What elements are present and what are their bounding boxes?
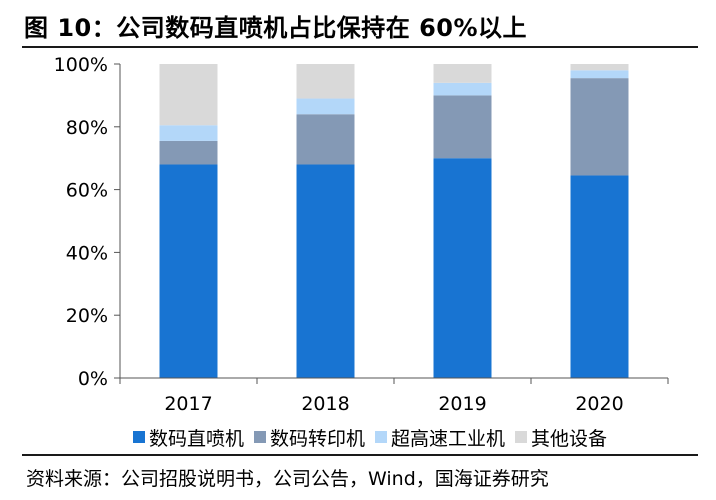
bar-2018-series-2 — [296, 98, 355, 115]
legend-item: 数码直喷机 — [132, 424, 244, 451]
source-note-bar: 资料来源：公司招股说明书，公司公告，Wind，国海证券研究 — [22, 454, 698, 500]
legend-item: 其他设备 — [515, 424, 607, 451]
bar-2020-series-0 — [570, 175, 629, 378]
bar-2020-series-1 — [570, 78, 629, 176]
chart-title: 图 10：公司数码直喷机占比保持在 60%以上 — [24, 14, 528, 42]
bar-2019-series-1 — [433, 95, 492, 159]
bar-2017-series-0 — [159, 164, 218, 378]
x-tick-label: 2017 — [164, 393, 212, 415]
bar-2017-series-2 — [159, 125, 218, 141]
y-tick-label: 0% — [78, 368, 108, 390]
source-note: 资料来源：公司招股说明书，公司公告，Wind，国海证券研究 — [26, 468, 549, 490]
legend-swatch — [132, 431, 145, 443]
legend-item: 超高速工业机 — [375, 424, 505, 451]
legend-label: 数码直喷机 — [148, 427, 244, 450]
y-tick-label: 80% — [66, 117, 108, 139]
x-tick-label: 2020 — [575, 393, 623, 415]
bar-2018-series-0 — [296, 164, 355, 378]
chart-legend: 数码直喷机 数码转印机 超高速工业机 其他设备 — [40, 424, 700, 450]
y-tick-label: 100% — [54, 54, 108, 76]
bar-2017-series-1 — [159, 140, 218, 165]
legend-swatch — [515, 431, 528, 443]
bar-2019-series-3 — [433, 64, 492, 83]
x-tick-label: 2018 — [301, 393, 349, 415]
legend-label: 超高速工业机 — [391, 427, 506, 450]
y-tick-label: 20% — [66, 305, 108, 327]
bar-2020-series-3 — [570, 64, 629, 71]
bar-2019-series-0 — [433, 158, 492, 378]
bar-2018-series-1 — [296, 114, 355, 165]
legend-swatch — [375, 431, 387, 443]
legend-item: 数码转印机 — [253, 424, 365, 451]
y-tick-label: 40% — [66, 242, 108, 264]
chart-title-bar: 图 10：公司数码直喷机占比保持在 60%以上 — [22, 2, 698, 48]
bar-2019-series-2 — [433, 82, 492, 96]
x-tick-label: 2019 — [438, 393, 486, 415]
bar-2017-series-3 — [159, 64, 218, 126]
bar-2020-series-2 — [570, 70, 629, 79]
bar-2018-series-3 — [296, 64, 355, 99]
legend-swatch — [253, 431, 266, 443]
legend-label: 数码转印机 — [269, 427, 365, 450]
legend-label: 其他设备 — [531, 427, 608, 450]
y-tick-label: 60% — [66, 180, 108, 202]
